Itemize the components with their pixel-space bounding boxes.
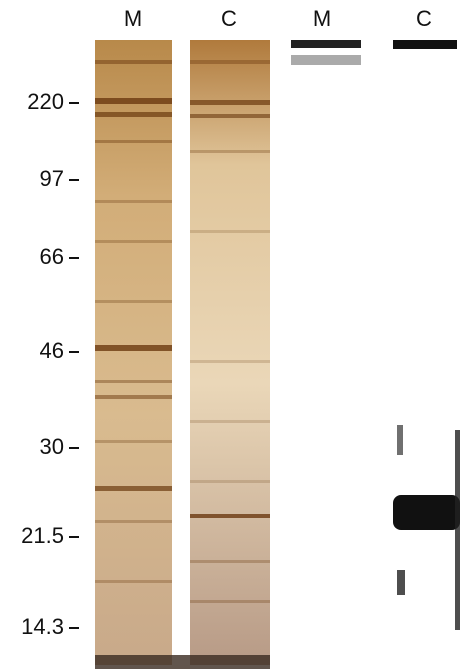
marker-label: 21.5: [21, 523, 64, 548]
band: [95, 240, 172, 243]
band: [95, 655, 270, 669]
marker-label: 14.3: [21, 614, 64, 639]
band: [190, 600, 270, 603]
band: [190, 514, 270, 518]
marker-label: 97: [40, 166, 64, 191]
band: [95, 140, 172, 143]
lane-label: M: [313, 6, 331, 31]
blot-band: [397, 425, 403, 455]
band: [95, 580, 172, 583]
band: [95, 300, 172, 303]
blot-band: [393, 40, 457, 49]
band: [95, 440, 172, 443]
lane-label: M: [124, 6, 142, 31]
marker-label: 30: [40, 434, 64, 459]
lane: [95, 40, 172, 665]
band: [190, 560, 270, 563]
band: [190, 480, 270, 483]
marker-label: 220: [27, 89, 64, 114]
band: [95, 486, 172, 491]
band: [95, 112, 172, 117]
blot-band: [397, 570, 405, 595]
band: [95, 345, 172, 351]
band: [190, 60, 270, 64]
band: [95, 60, 172, 64]
band: [95, 520, 172, 523]
band: [190, 114, 270, 118]
band: [190, 150, 270, 153]
band: [95, 98, 172, 104]
band: [190, 420, 270, 423]
lane-label: C: [416, 6, 432, 31]
band: [95, 380, 172, 383]
band: [95, 200, 172, 203]
band: [190, 360, 270, 363]
band: [190, 230, 270, 233]
labels: M C M C 220 97 66 46 30 21.5 14.3: [21, 6, 432, 639]
band: [95, 395, 172, 399]
marker-label: 66: [40, 244, 64, 269]
blot-band: [455, 430, 460, 630]
bands: [95, 40, 460, 669]
blot-band: [291, 55, 361, 65]
lane: [190, 40, 270, 665]
blot-band: [291, 40, 361, 48]
silver-lanes: [95, 40, 270, 665]
band: [190, 100, 270, 105]
lane-label: C: [221, 6, 237, 31]
blot-band: [393, 495, 460, 530]
marker-label: 46: [40, 338, 64, 363]
